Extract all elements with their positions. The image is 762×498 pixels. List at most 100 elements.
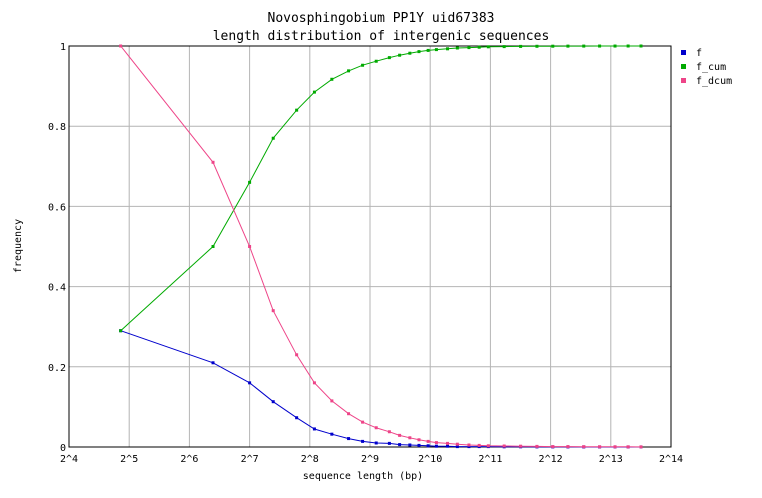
data-point	[598, 445, 602, 449]
data-point	[408, 436, 412, 440]
x-tick-label: 2^8	[301, 454, 319, 465]
data-point	[347, 69, 351, 73]
data-point	[408, 51, 412, 55]
data-point	[519, 44, 523, 48]
x-tick-label: 2^14	[659, 454, 683, 465]
data-point	[426, 48, 430, 52]
data-point	[271, 400, 275, 404]
data-point	[486, 45, 490, 49]
data-point	[434, 48, 438, 52]
data-point	[374, 426, 378, 430]
data-point	[361, 420, 365, 424]
data-point	[639, 44, 643, 48]
x-tick-label: 2^9	[361, 454, 379, 465]
data-point	[347, 437, 351, 441]
data-point	[312, 427, 316, 431]
legend-item: f_dcum	[681, 76, 732, 87]
x-tick-label: 2^10	[418, 454, 442, 465]
data-point	[211, 245, 215, 248]
y-tick-label: 1	[60, 42, 66, 53]
data-point	[486, 444, 490, 448]
data-point	[566, 445, 570, 449]
data-point	[477, 443, 481, 447]
data-point	[598, 44, 602, 48]
data-point	[582, 445, 586, 449]
data-point	[330, 77, 334, 81]
data-point	[502, 45, 506, 49]
data-point	[519, 444, 523, 448]
data-point	[551, 44, 555, 48]
data-point	[408, 443, 412, 447]
y-tick-label: 0	[60, 443, 66, 454]
data-point	[417, 438, 421, 442]
data-point	[398, 443, 402, 447]
data-point	[398, 433, 402, 437]
x-tick-label: 2^5	[120, 454, 138, 465]
data-point	[211, 361, 215, 365]
data-point	[248, 245, 252, 248]
data-point	[446, 444, 450, 448]
data-point	[455, 445, 459, 449]
series	[119, 44, 643, 449]
data-point	[535, 44, 539, 48]
data-point	[467, 46, 471, 50]
data-point	[434, 441, 438, 445]
data-point	[566, 44, 570, 48]
data-point	[387, 430, 391, 434]
data-point	[347, 412, 351, 416]
y-tick-label: 0.4	[48, 283, 66, 294]
legend-marker	[681, 78, 686, 83]
x-tick-label: 2^11	[478, 454, 502, 465]
grid	[68, 45, 672, 448]
data-point	[387, 441, 391, 445]
data-point	[467, 445, 471, 449]
data-point	[582, 44, 586, 48]
y-tick-label: 0.2	[48, 363, 66, 374]
legend-item: f	[681, 48, 702, 59]
legend-label: f_cum	[696, 62, 726, 73]
data-point	[295, 416, 299, 420]
x-tick-label: 2^4	[60, 454, 78, 465]
chart-title: Novosphingobium PP1Y uid67383	[268, 11, 495, 26]
data-point	[613, 445, 617, 449]
data-point	[434, 444, 438, 448]
data-point	[374, 441, 378, 445]
data-point	[361, 439, 365, 443]
x-tick-label: 2^7	[241, 454, 259, 465]
data-point	[626, 44, 630, 48]
data-point	[551, 445, 555, 449]
data-point	[417, 443, 421, 447]
data-point	[312, 90, 316, 94]
data-point	[467, 443, 471, 447]
y-axis-label: frequency	[13, 219, 24, 273]
data-point	[330, 399, 334, 403]
data-point	[446, 441, 450, 445]
series-line	[120, 45, 641, 332]
data-point	[639, 445, 643, 449]
data-point	[330, 432, 334, 436]
data-point	[398, 53, 402, 57]
data-point	[502, 444, 506, 448]
series-f-cum	[119, 44, 643, 333]
data-point	[248, 381, 252, 385]
legend: f f_cum f_dcum	[681, 48, 732, 87]
data-point	[455, 442, 459, 446]
legend-item: f_cum	[681, 62, 726, 73]
legend-marker	[681, 64, 686, 69]
series-f-dcum	[119, 44, 643, 449]
data-point	[477, 45, 481, 49]
data-point	[535, 444, 539, 448]
data-point	[455, 46, 459, 50]
chart-subtitle: length distribution of intergenic sequen…	[213, 29, 550, 44]
data-point	[361, 63, 365, 67]
data-point	[626, 445, 630, 449]
data-point	[446, 47, 450, 51]
x-tick-label: 2^13	[599, 454, 623, 465]
data-point	[613, 44, 617, 48]
data-point	[312, 381, 316, 385]
data-point	[417, 50, 421, 54]
tick-labels: 2^4 2^5 2^6 2^7 2^8 2^9 2^10 2^11 2^12 2^13 2^14 0 0…	[48, 42, 683, 465]
x-tick-label: 2^6	[180, 454, 198, 465]
data-point	[211, 160, 215, 164]
